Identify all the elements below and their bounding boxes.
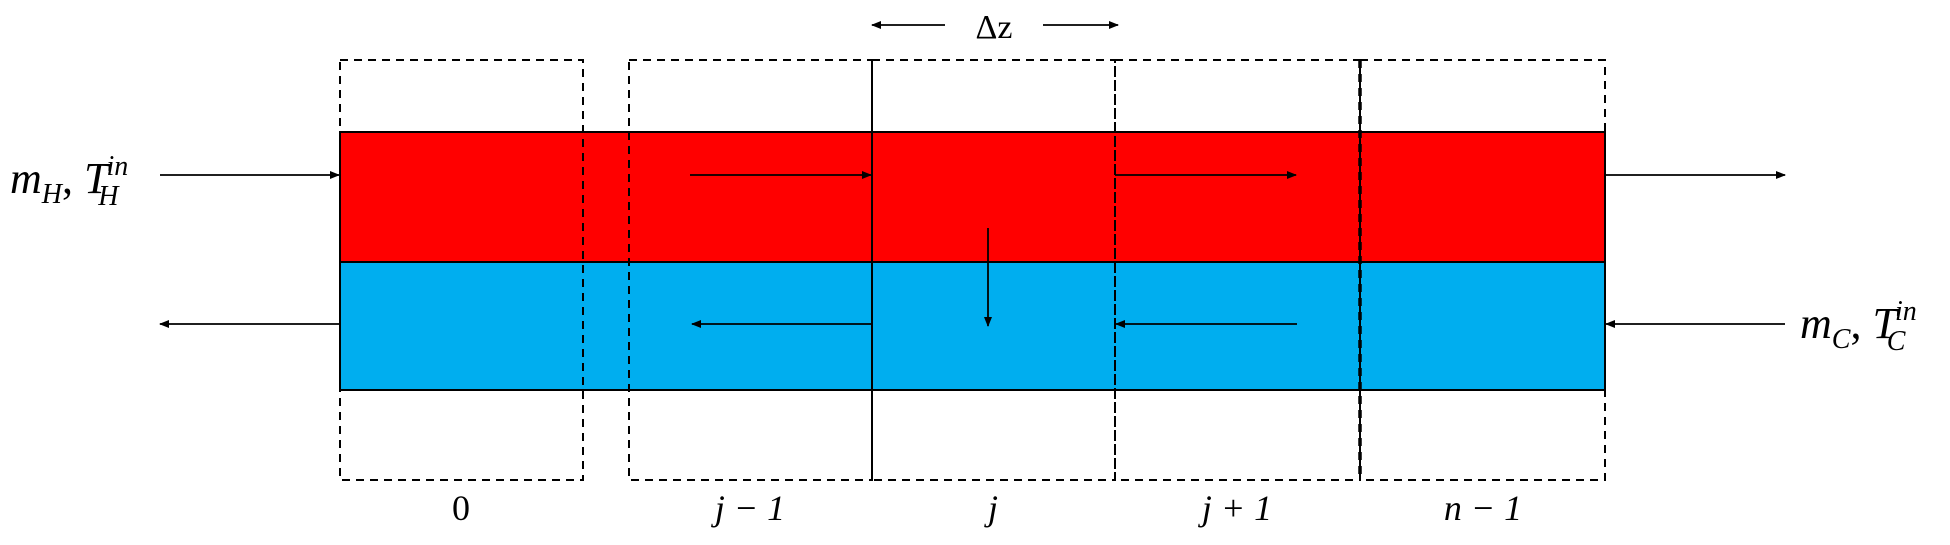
segment-label-j-minus-1: j − 1 [711, 488, 785, 528]
segment-label-j-plus-1: j + 1 [1198, 488, 1272, 528]
hot-stream-band [339, 131, 1606, 263]
hot-t-subscript: H [97, 181, 120, 212]
hot-m-symbol: m [10, 154, 42, 203]
cold-t-superscript: in [1895, 296, 1917, 327]
control-volume-j-minus-1 [628, 59, 873, 481]
segment-labels: 0 j − 1 j j + 1 n − 1 [452, 488, 1522, 528]
cold-stream-band [339, 261, 1606, 391]
hot-m-subscript: H [41, 179, 64, 210]
flow-arrows [159, 21, 1786, 328]
delta-z-label: Δz [976, 9, 1013, 46]
cold-inlet-label: mC, Tin C [1800, 296, 1917, 357]
hot-t-superscript: in [107, 151, 129, 182]
control-volume-0 [339, 59, 584, 481]
hot-inlet-label: mH, Tin H [10, 151, 128, 212]
cold-m-subscript: C [1832, 324, 1851, 355]
cold-t-symbol: T [1872, 299, 1900, 348]
cold-t-subscript: C [1887, 326, 1906, 357]
segment-label-n-minus-1: n − 1 [1444, 488, 1522, 528]
hot-t-symbol: T [84, 154, 112, 203]
hot-comma: , [62, 154, 84, 203]
cold-m-symbol: m [1800, 299, 1832, 348]
cold-comma: , [1850, 299, 1872, 348]
segment-label-0: 0 [452, 488, 470, 528]
segment-label-j: j [984, 488, 998, 528]
